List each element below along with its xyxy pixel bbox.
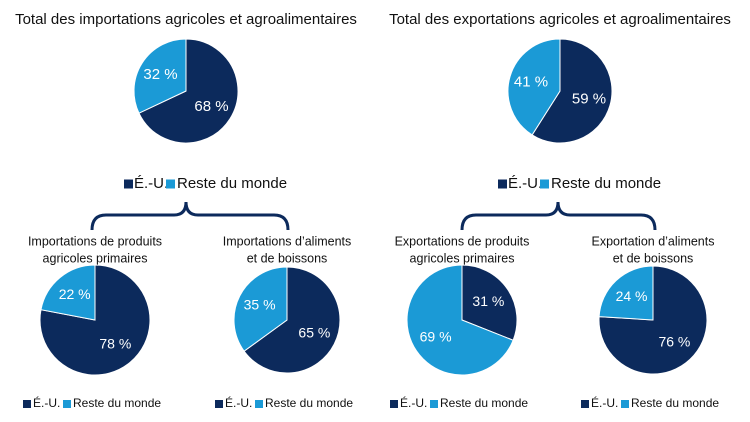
legend-swatch xyxy=(255,400,263,408)
legend-swatch xyxy=(390,400,398,408)
pie-slice xyxy=(243,266,341,374)
legend-swatch xyxy=(215,400,223,408)
value-label: 76 % xyxy=(658,334,690,350)
chart-title: agricoles primaires xyxy=(43,251,148,265)
pie-slice xyxy=(233,266,288,352)
legend-swatch xyxy=(23,400,31,408)
legend-label: É.-U. xyxy=(225,395,252,410)
pie-slice xyxy=(507,38,561,136)
chart-title: et de boissons xyxy=(613,251,694,265)
legend-label: É.-U. xyxy=(400,395,427,410)
legend-label: Reste du monde xyxy=(551,175,661,192)
chart-title: agricoles primaires xyxy=(410,251,515,265)
legend-swatch xyxy=(430,400,438,408)
value-label: 31 % xyxy=(472,293,504,309)
legend-label: É.-U. xyxy=(508,175,542,192)
chart-title: Importations d’aliments xyxy=(223,234,352,248)
legend-swatch xyxy=(124,179,133,189)
pie-slice xyxy=(461,264,518,341)
bracket xyxy=(90,201,290,231)
legend-swatch xyxy=(621,400,629,408)
legend-label: Reste du monde xyxy=(177,175,287,192)
value-label: 24 % xyxy=(616,288,648,304)
legend-swatch xyxy=(498,179,507,189)
legend-label: É.-U. xyxy=(591,395,618,410)
chart-title: et de boissons xyxy=(247,251,328,265)
bracket xyxy=(460,201,657,231)
pie-slice xyxy=(40,264,96,321)
pie-slice xyxy=(138,38,239,144)
pie-slice xyxy=(531,38,613,144)
chart-title: Exportation d’aliments xyxy=(592,234,715,248)
value-label: 59 % xyxy=(572,90,606,107)
legend-swatch xyxy=(581,400,589,408)
pie-slice xyxy=(406,264,514,376)
value-label: 65 % xyxy=(298,325,330,341)
value-label: 32 % xyxy=(143,66,177,83)
legend-label: Reste du monde xyxy=(440,396,528,410)
pie-slice xyxy=(598,265,654,321)
chart-title: Total des exportations agricoles et agro… xyxy=(389,11,731,28)
value-label: 68 % xyxy=(194,98,228,115)
legend-swatch xyxy=(166,179,175,189)
value-label: 41 % xyxy=(514,74,548,91)
pie-slice xyxy=(133,38,187,114)
value-label: 69 % xyxy=(420,329,452,345)
value-label: 22 % xyxy=(59,286,91,302)
legend-swatch xyxy=(540,179,549,189)
legend-label: Reste du monde xyxy=(631,396,719,410)
legend-label: É.-U. xyxy=(33,395,60,410)
legend-label: Reste du monde xyxy=(73,396,161,410)
legend-label: É.-U. xyxy=(134,175,168,192)
value-label: 78 % xyxy=(99,335,131,351)
chart-title: Total des importations agricoles et agro… xyxy=(15,11,357,28)
legend-label: Reste du monde xyxy=(265,396,353,410)
legend-swatch xyxy=(63,400,71,408)
value-label: 35 % xyxy=(244,297,276,313)
chart-title: Exportations de produits xyxy=(395,234,530,248)
chart-title: Importations de produits xyxy=(28,234,162,248)
